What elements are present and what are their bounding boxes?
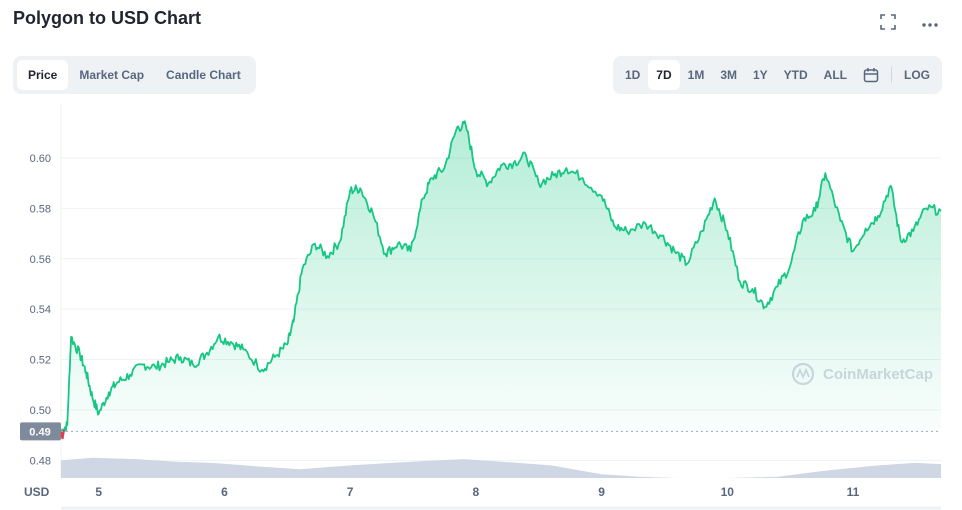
x-tick-label: 11 [847, 485, 860, 499]
time-range-tabs: 1D 7D 1M 3M 1Y YTD ALL LOG [612, 56, 942, 94]
chart-type-tabs: Price Market Cap Candle Chart [13, 56, 256, 94]
current-price-label: 0.49 [29, 426, 50, 438]
calendar-icon[interactable] [855, 60, 887, 90]
watermark: CoinMarketCap [791, 362, 933, 386]
range-ytd[interactable]: YTD [783, 68, 808, 82]
y-tick-label: 0.52 [30, 355, 51, 367]
range-1y[interactable]: 1Y [752, 68, 768, 82]
price-area-fill [61, 121, 941, 434]
x-tick-label: 6 [221, 485, 228, 499]
x-tick-label: 9 [598, 485, 605, 499]
y-tick-label: 0.60 [30, 153, 51, 165]
y-tick-label: 0.50 [30, 405, 51, 417]
price-down-tick [60, 429, 65, 440]
x-tick-label: 8 [473, 485, 480, 499]
tab-candle-chart[interactable]: Candle Chart [166, 68, 241, 82]
current-price-badge: 0.49 [20, 422, 61, 441]
range-7d[interactable]: 7D [648, 60, 680, 90]
tab-price[interactable]: Price [17, 60, 69, 90]
range-1m[interactable]: 1M [687, 68, 705, 82]
fullscreen-icon[interactable] [878, 14, 898, 34]
divider [891, 67, 892, 83]
header-actions [878, 14, 940, 34]
page-title: Polygon to USD Chart [13, 8, 201, 28]
more-options-icon[interactable] [920, 14, 940, 34]
watermark-logo: CoinMarketCap [823, 366, 933, 383]
x-tick-label: 5 [95, 485, 102, 499]
range-3m[interactable]: 3M [720, 68, 737, 82]
x-tick-label: 7 [347, 485, 354, 499]
range-all[interactable]: ALL [823, 68, 847, 82]
log-scale-toggle[interactable]: LOG [904, 68, 930, 82]
y-tick-label: 0.56 [30, 254, 51, 266]
tab-market-cap[interactable]: Market Cap [79, 68, 145, 82]
y-axis-unit: USD [24, 485, 50, 499]
price-chart[interactable]: 0.60 0.58 0.56 0.54 0.52 0.50 0.48 5 6 7 8 9 10 11 0… [0, 100, 962, 510]
range-1d[interactable]: 1D [624, 68, 641, 82]
y-tick-label: 0.58 [30, 203, 51, 215]
y-tick-label: 0.48 [30, 455, 51, 467]
volume-area [61, 457, 941, 478]
price-line [60, 120, 942, 435]
y-tick-label: 0.54 [30, 304, 51, 316]
x-tick-label: 10 [721, 485, 735, 499]
